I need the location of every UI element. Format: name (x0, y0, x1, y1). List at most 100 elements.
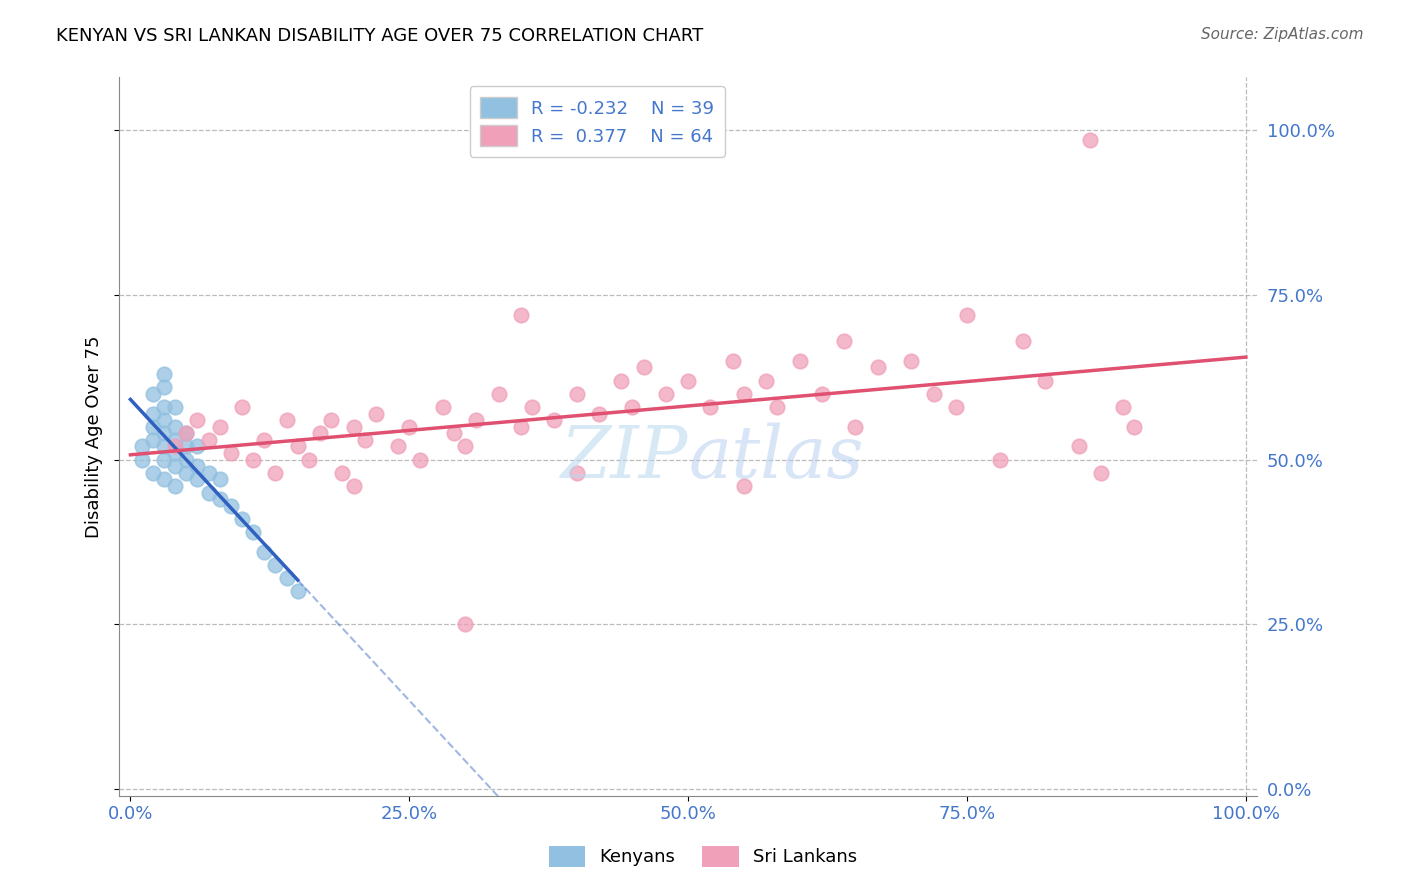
Point (1123, 419, 1146, 434)
Point (509, 308, 531, 322)
Point (866, 360, 889, 375)
Point (565, 466, 588, 480)
Point (197, 485, 219, 500)
Point (174, 452, 197, 467)
Point (153, 426, 176, 441)
Point (264, 558, 287, 573)
Point (174, 440, 197, 454)
Point (163, 419, 186, 434)
Point (621, 400, 644, 414)
Point (1067, 440, 1090, 454)
Point (287, 440, 309, 454)
Point (153, 440, 176, 454)
Point (721, 353, 744, 368)
Point (153, 472, 176, 486)
Point (443, 426, 465, 441)
Text: ZIP: ZIP (561, 423, 688, 493)
Point (231, 512, 253, 526)
Point (332, 466, 354, 480)
Point (276, 413, 298, 427)
Point (1033, 374, 1056, 388)
Point (264, 466, 287, 480)
Point (733, 386, 755, 401)
Legend: Kenyans, Sri Lankans: Kenyans, Sri Lankans (541, 838, 865, 874)
Point (655, 386, 678, 401)
Point (465, 413, 488, 427)
Text: KENYAN VS SRI LANKAN DISABILITY AGE OVER 75 CORRELATION CHART: KENYAN VS SRI LANKAN DISABILITY AGE OVER… (56, 27, 703, 45)
Point (219, 446, 242, 460)
Point (766, 400, 789, 414)
Point (298, 452, 321, 467)
Point (163, 433, 186, 447)
Point (242, 525, 264, 540)
Point (488, 386, 510, 401)
Point (153, 400, 176, 414)
Point (142, 466, 165, 480)
Point (253, 545, 276, 559)
Point (153, 380, 176, 394)
Point (1090, 466, 1112, 480)
Point (131, 452, 153, 467)
Point (174, 466, 197, 480)
Point (342, 479, 364, 493)
Point (588, 407, 610, 421)
Point (163, 400, 186, 414)
Point (565, 386, 588, 401)
Point (186, 440, 208, 454)
Point (142, 386, 165, 401)
Point (208, 472, 231, 486)
Point (900, 353, 922, 368)
Point (1078, 133, 1101, 147)
Point (242, 452, 264, 467)
Point (174, 426, 197, 441)
Point (174, 426, 197, 441)
Point (197, 433, 219, 447)
Point (520, 400, 543, 414)
Point (131, 440, 153, 454)
Point (409, 452, 432, 467)
Point (231, 400, 253, 414)
Point (197, 466, 219, 480)
Point (321, 413, 343, 427)
Point (834, 334, 856, 348)
Point (353, 433, 375, 447)
Point (163, 479, 186, 493)
Point (309, 426, 332, 441)
Legend: R = -0.232    N = 39, R =  0.377    N = 64: R = -0.232 N = 39, R = 0.377 N = 64 (470, 87, 725, 157)
Point (509, 419, 531, 434)
Point (543, 413, 565, 427)
Point (432, 400, 454, 414)
Point (956, 308, 979, 322)
Point (398, 419, 420, 434)
Point (287, 584, 309, 599)
Point (610, 374, 633, 388)
Point (153, 413, 176, 427)
Point (676, 374, 699, 388)
Point (208, 492, 231, 507)
Text: Source: ZipAtlas.com: Source: ZipAtlas.com (1201, 27, 1364, 42)
Point (186, 413, 208, 427)
Point (811, 386, 834, 401)
Point (276, 571, 298, 585)
Point (1112, 400, 1135, 414)
Point (1011, 334, 1033, 348)
Point (733, 479, 755, 493)
Point (163, 440, 186, 454)
Point (755, 374, 778, 388)
Point (364, 407, 387, 421)
Point (219, 499, 242, 513)
Point (922, 386, 945, 401)
Point (208, 419, 231, 434)
Point (142, 407, 165, 421)
Point (142, 419, 165, 434)
Point (633, 360, 655, 375)
Point (153, 367, 176, 381)
Point (163, 446, 186, 460)
Point (163, 459, 186, 474)
Point (142, 433, 165, 447)
Point (945, 400, 967, 414)
Point (990, 452, 1012, 467)
Point (253, 433, 276, 447)
Point (844, 419, 866, 434)
Text: atlas: atlas (688, 423, 863, 493)
